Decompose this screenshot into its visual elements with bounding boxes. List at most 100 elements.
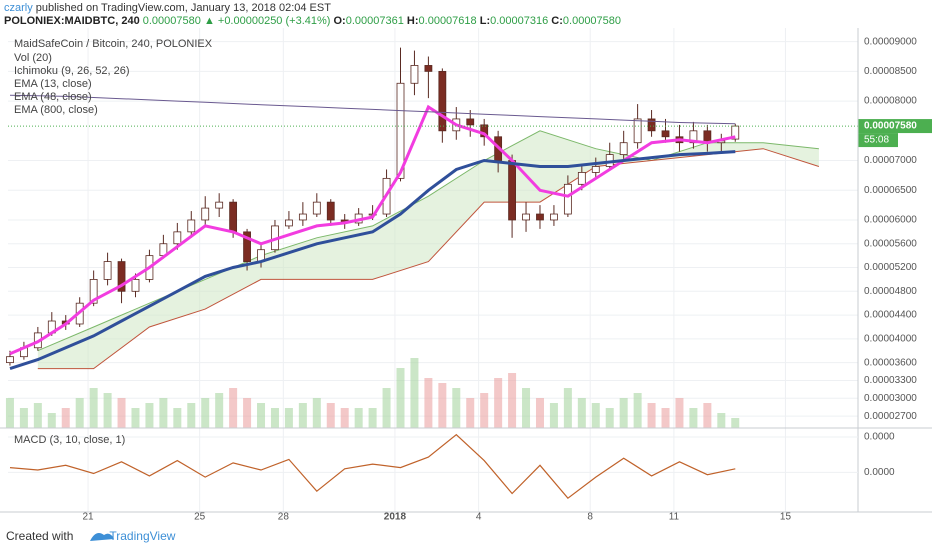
- volume-bar: [257, 403, 266, 428]
- x-tick-label: 11: [669, 512, 680, 523]
- chart-bg: [0, 28, 932, 518]
- legend-entry: EMA (13, close): [14, 78, 92, 90]
- candle-body: [438, 70, 447, 132]
- candle-body: [480, 124, 489, 138]
- brand[interactable]: TradingView: [109, 529, 176, 543]
- volume-bar: [187, 403, 196, 428]
- volume-bar: [131, 408, 140, 428]
- ohlc-label: C:: [551, 15, 563, 27]
- volume-bar: [452, 388, 461, 428]
- brand-logo: [90, 533, 114, 541]
- y-tick-label: 0.00006500: [864, 185, 917, 196]
- candle-body: [550, 213, 558, 221]
- legend-title: MaidSafeCoin / Bitcoin, 240, POLONIEX: [14, 38, 213, 50]
- candle-body: [131, 279, 140, 292]
- volume-bar: [424, 378, 433, 428]
- volume-bar: [689, 408, 698, 428]
- candle-body: [466, 118, 475, 126]
- volume-bar: [117, 398, 126, 428]
- symbol: POLONIEX:MAIDBTC, 240: [4, 15, 140, 27]
- candle-body: [117, 261, 126, 292]
- candle-body: [619, 142, 628, 155]
- legend-entry: Ichimoku (9, 26, 52, 26): [14, 65, 130, 77]
- volume-bar: [298, 403, 307, 428]
- ohlc-value: 0.00007580: [562, 15, 622, 27]
- volume-bar: [270, 408, 279, 428]
- volume-bar: [717, 413, 726, 428]
- ohlc-value: 0.00007618: [418, 15, 477, 27]
- candle-body: [536, 213, 544, 221]
- y-tick-label: 0.00004000: [864, 333, 917, 344]
- ohlc-label: L:: [479, 15, 491, 27]
- volume-bar: [229, 388, 238, 428]
- candle-body: [508, 160, 516, 221]
- y-tick-label: 0.00003600: [864, 357, 917, 368]
- volume-bar: [731, 418, 740, 428]
- volume-bar: [5, 398, 14, 428]
- candle-body: [326, 201, 335, 221]
- volume-bar: [284, 408, 293, 428]
- volume-bar: [61, 408, 70, 428]
- volume-bar: [382, 388, 391, 428]
- candle-body: [731, 125, 740, 140]
- candle-body: [563, 183, 572, 215]
- volume-bar: [549, 403, 558, 428]
- author[interactable]: czarly: [4, 2, 33, 14]
- volume-bar: [173, 408, 182, 428]
- candle-body: [424, 65, 433, 72]
- up-arrow: ▲: [203, 15, 215, 27]
- y-tick-label: 0.00005600: [864, 238, 917, 249]
- candle-body: [285, 219, 293, 227]
- volume-bar: [312, 398, 321, 428]
- volume-bar: [577, 398, 586, 428]
- volume-bar: [563, 388, 572, 428]
- x-tick-label: 21: [82, 512, 94, 523]
- ema-line: [9, 94, 736, 125]
- volume-bar: [75, 398, 84, 428]
- candle-body: [522, 213, 530, 221]
- candle-body: [312, 201, 321, 215]
- y-tick-label: 0.0000: [864, 467, 895, 478]
- candle-body: [229, 201, 238, 233]
- x-tick-label: 15: [780, 512, 792, 523]
- candle-body: [173, 231, 182, 245]
- candle-body: [187, 219, 196, 233]
- x-tick-label: 8: [587, 512, 593, 523]
- candle-body: [410, 65, 419, 84]
- ohlc-value: 0.00007361: [345, 15, 404, 27]
- volume-bar: [661, 408, 670, 428]
- volume-bar: [354, 408, 363, 428]
- volume-bar: [340, 408, 349, 428]
- y-tick-label: 0.00008000: [864, 96, 917, 107]
- volume-bar: [466, 398, 475, 428]
- legend-entry: EMA (48, close): [14, 91, 92, 103]
- last-price-box: [858, 119, 932, 134]
- volume-bar: [675, 398, 684, 428]
- candle-body: [577, 172, 586, 185]
- footer: Created with TradingView: [6, 529, 175, 543]
- volume-bar: [103, 393, 112, 428]
- candle-body: [661, 130, 670, 138]
- y-tick-label: 0.00003000: [864, 393, 917, 404]
- volume-bar: [89, 388, 98, 428]
- ohlc-label: H:: [406, 15, 419, 27]
- price: 0.00007580: [142, 15, 201, 27]
- volume-bar: [159, 398, 168, 428]
- candle-body: [591, 166, 600, 173]
- volume-bar: [522, 388, 531, 428]
- y-tick-label: 0.00002700: [864, 411, 917, 422]
- chart: 0.00009000 0.00008500 0.00008000 0.00007000…: [0, 28, 932, 523]
- x-tick-label: 2018: [384, 512, 407, 523]
- candle-body: [201, 207, 210, 221]
- volume-bar: [703, 403, 712, 428]
- volume-bar: [201, 398, 210, 428]
- ohlc: O:0.00007361 H:0.00007618 L:0.00007316 C…: [334, 15, 622, 27]
- volume-bar: [33, 403, 42, 428]
- x-tick-label: 25: [194, 512, 206, 523]
- volume-bar: [145, 403, 154, 428]
- ohlc-value: 0.00007316: [490, 15, 549, 27]
- y-tick-label: 0.00005200: [864, 262, 917, 273]
- volume-bar: [410, 358, 419, 428]
- candle-body: [6, 356, 14, 364]
- volume-bar: [368, 408, 377, 428]
